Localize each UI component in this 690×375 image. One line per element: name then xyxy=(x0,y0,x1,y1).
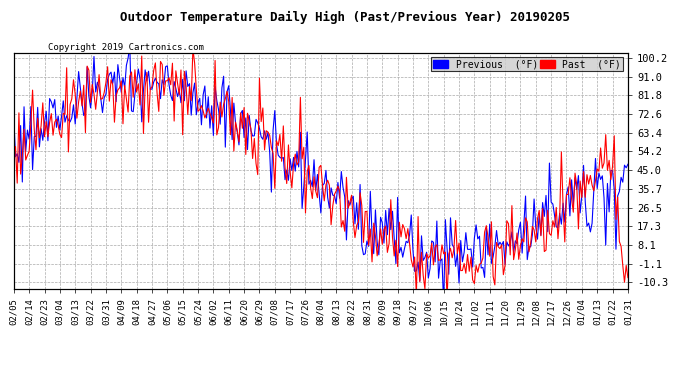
Text: Outdoor Temperature Daily High (Past/Previous Year) 20190205: Outdoor Temperature Daily High (Past/Pre… xyxy=(120,11,570,24)
Legend: Previous  (°F), Past  (°F): Previous (°F), Past (°F) xyxy=(431,57,623,71)
Text: Copyright 2019 Cartronics.com: Copyright 2019 Cartronics.com xyxy=(48,43,204,52)
